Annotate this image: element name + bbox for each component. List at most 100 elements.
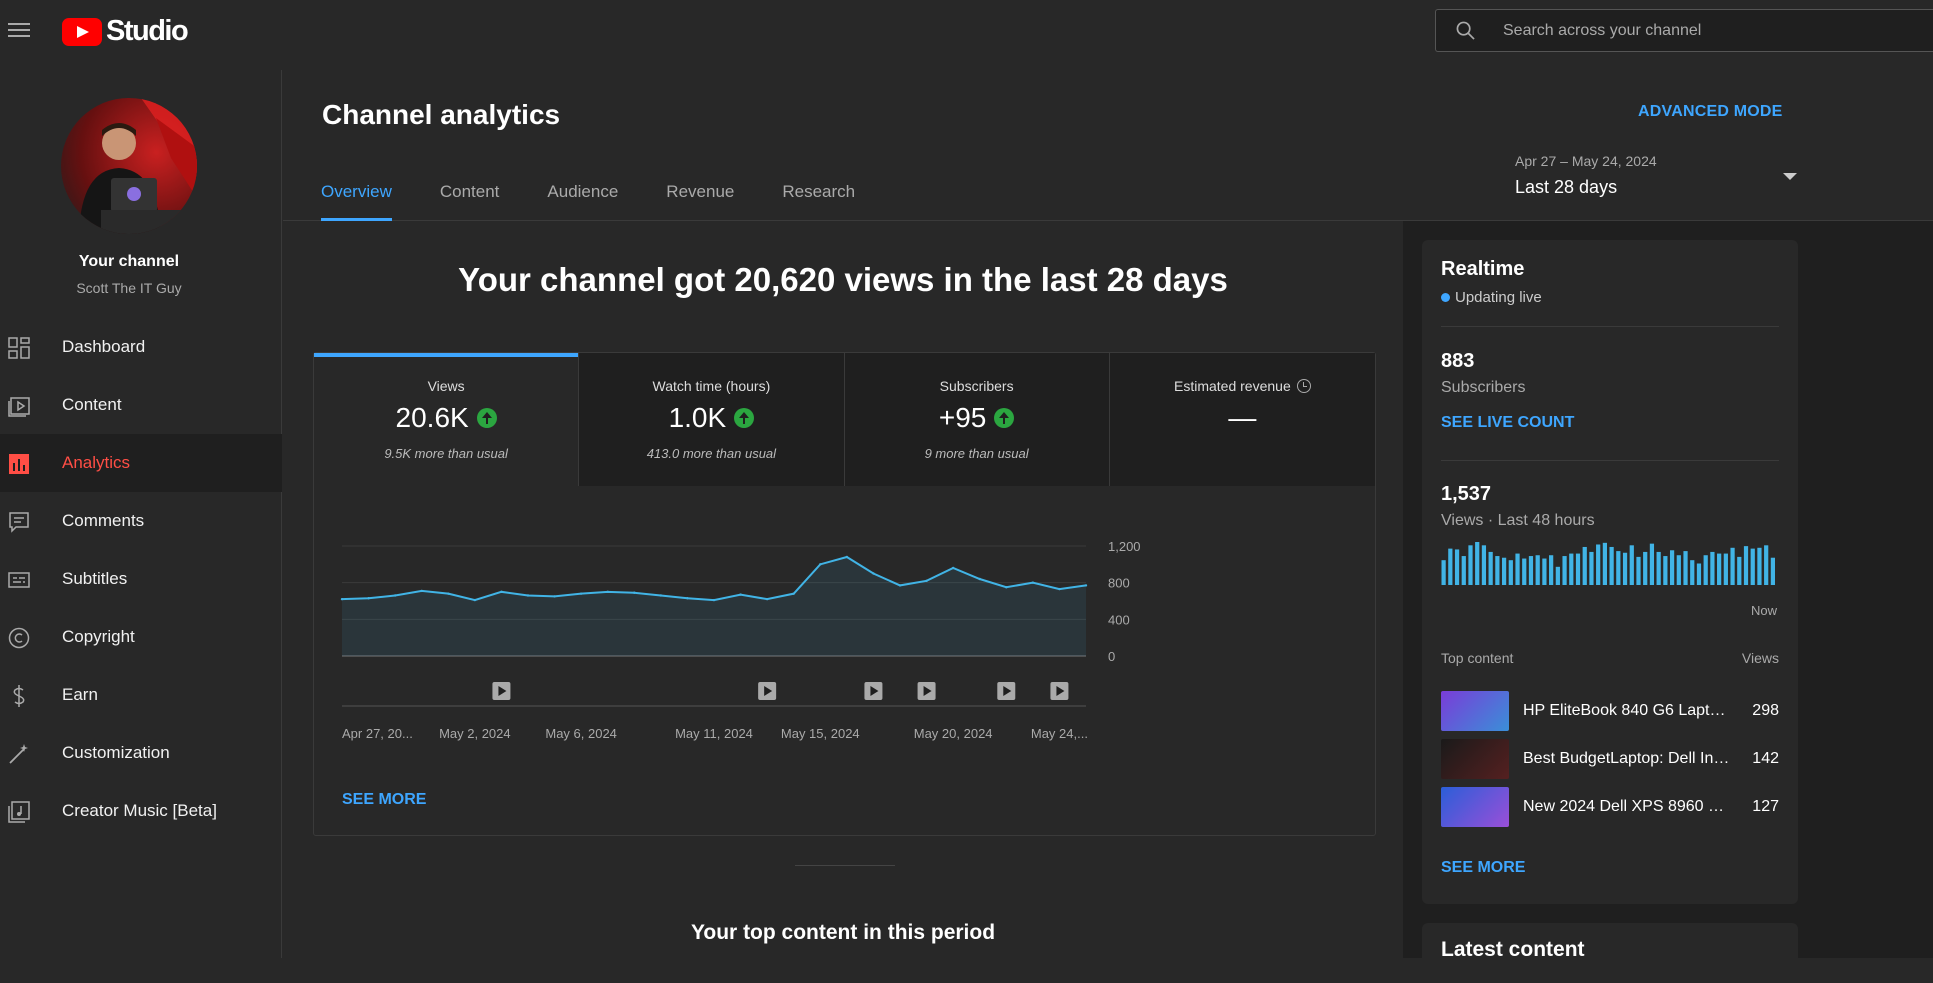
tab-overview[interactable]: Overview [321,182,392,221]
metric-value-row: 20.6K [314,402,578,434]
subtitles-icon [8,572,30,588]
realtime-bar [1555,566,1560,585]
chart-data-point [1031,581,1035,584]
y-tick-label: 1,200 [1108,539,1141,554]
video-views: 142 [1752,750,1779,767]
see-more-button[interactable]: SEE MORE [1441,859,1526,876]
realtime-views-bar-chart [1441,542,1775,585]
sidebar-item-content[interactable]: Content [0,376,282,434]
analytics-tabs: Overview Content Audience Revenue Resear… [321,182,903,221]
realtime-bar [1461,556,1466,585]
advanced-mode-button[interactable]: ADVANCED MODE [1638,103,1783,120]
play-icon [1056,686,1065,696]
video-thumbnail [1441,739,1509,779]
realtime-bar [1730,547,1735,585]
sidebar-item-subtitles[interactable]: Subtitles [0,550,282,608]
y-tick-label: 800 [1108,576,1130,591]
chart-data-point [978,577,981,581]
channel-avatar[interactable] [61,98,197,234]
realtime-bar [1669,550,1675,585]
top-content-row[interactable]: New 2024 Dell XPS 8960 Feature 127 [1441,786,1779,828]
sidebar-item-creator-music[interactable]: Creator Music [Beta] [0,782,282,840]
see-live-count-button[interactable]: SEE LIVE COUNT [1441,414,1575,431]
date-range-picker[interactable]: Apr 27 – May 24, 2024 Last 28 days [1515,153,1805,198]
realtime-bar [1683,551,1688,585]
sidebar-item-label: Analytics [62,453,131,472]
channel-title: Your channel [78,253,180,270]
video-title: Best BudgetLaptop: Dell Inspiron [1523,750,1733,767]
metric-value-row: +95 [845,402,1109,434]
sidebar-item-earn[interactable]: Earn [0,666,282,724]
top-content-header: Top content [1441,650,1514,666]
chart-data-point [367,597,370,600]
chart-data-point [526,594,530,597]
chart-data-point [1058,587,1061,591]
video-views: 127 [1752,798,1779,815]
chart-data-point [845,555,849,559]
play-icon [1003,686,1012,696]
chart-data-point [712,598,716,602]
metric-value: — [1228,402,1257,433]
tab-content[interactable]: Content [439,182,500,201]
realtime-bar [1723,553,1728,585]
sidebar-item-dashboard[interactable]: Dashboard [0,318,282,376]
sidebar-item-copyright[interactable]: Copyright [0,608,282,666]
play-icon [764,686,773,696]
realtime-bar [1596,544,1601,585]
realtime-bar [1743,546,1749,585]
analytics-header: Channel analytics ADVANCED MODE Overview… [283,70,1933,221]
tab-research[interactable]: Research [782,182,856,201]
x-tick-label: May 6, 2024 [545,726,617,741]
top-content-row[interactable]: Best BudgetLaptop: Dell Inspiron 142 [1441,738,1779,780]
sidebar-item-label: Copyright [62,627,135,646]
video-title: HP EliteBook 840 G6 Laptop Review [1523,702,1733,719]
sidebar-item-label: Subtitles [62,569,128,588]
search-box[interactable] [1435,9,1933,52]
realtime-bar [1515,553,1520,585]
metric-comparison: 9 more than usual [924,446,1029,461]
realtime-bar [1475,542,1480,585]
realtime-bar [1717,553,1722,585]
y-tick-label: 400 [1108,612,1130,627]
top-content-row[interactable]: HP EliteBook 840 G6 Laptop Review 298 [1441,690,1779,732]
x-tick-label: May 24,... [1031,726,1088,741]
realtime-bar [1528,556,1534,585]
sidebar-item-customization[interactable]: Customization [0,724,282,782]
sidebar-item-label: Dashboard [62,337,146,356]
chart-data-point [340,597,344,601]
chart-data-point [473,598,477,602]
chart-data-point [633,591,636,594]
sidebar-item-comments[interactable]: Comments [0,492,282,550]
x-tick-label: Apr 27, 20... [342,726,413,741]
search-icon[interactable] [1456,21,1475,40]
realtime-bar [1448,548,1453,585]
chart-data-point [765,597,769,601]
sidebar-item-analytics[interactable]: Analytics [0,434,282,492]
chart-data-point [819,563,822,566]
realtime-bar [1454,549,1460,585]
realtime-bar [1582,546,1587,585]
tab-revenue[interactable]: Revenue [666,182,735,201]
chart-data-point [659,594,663,597]
metric-comparison: 413.0 more than usual [646,446,777,461]
chart-data-point [792,592,795,595]
metric-value: 20.6K [395,402,469,433]
avatar-image [79,98,197,234]
main-area: Channel analytics ADVANCED MODE Overview… [283,70,1933,983]
chart-data-point [606,590,609,594]
search-input[interactable] [1503,19,1903,43]
metric-tab-watch-time[interactable]: Watch time (hours) 1.0K 413.0 more than … [579,353,845,486]
realtime-bar [1663,556,1668,585]
studio-logo[interactable]: Studio [62,15,189,48]
metric-tab-subscribers[interactable]: Subscribers +95 9 more than usual [844,353,1110,486]
tab-audience[interactable]: Audience [547,182,619,201]
realtime-bar [1495,556,1500,585]
realtime-title: Realtime [1441,258,1525,280]
realtime-bar [1649,543,1655,585]
metric-tab-estimated-revenue[interactable]: Estimated revenue — [1109,353,1375,486]
see-more-button[interactable]: SEE MORE [342,791,427,808]
caret-down-icon [1783,173,1797,180]
hamburger-menu-icon[interactable] [8,19,30,39]
metric-tab-views[interactable]: Views 20.6K 9.5K more than usual [314,353,580,486]
realtime-subscribers-label: Subscribers [1441,379,1526,396]
